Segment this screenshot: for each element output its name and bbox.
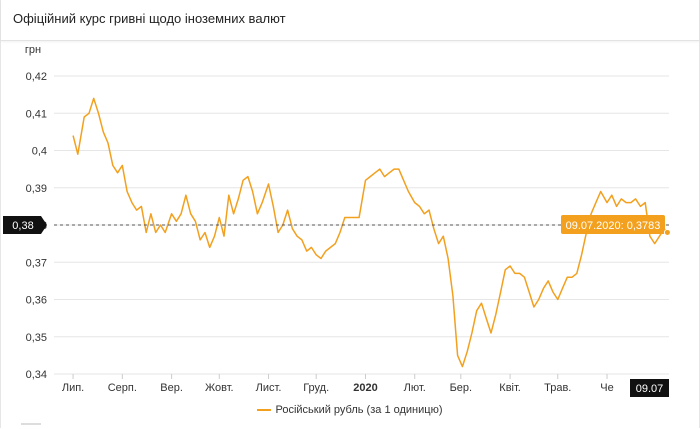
- scroll-stub: [21, 423, 41, 429]
- tooltip-text: 09.07.2020: 0,3783: [566, 220, 661, 232]
- y-tick-label: 0,35: [26, 332, 47, 344]
- x-tick-label: 2020: [353, 382, 377, 394]
- crosshair-y-label-box: [3, 216, 47, 234]
- legend-label: Російський рубль (за 1 одиницю): [275, 404, 443, 416]
- crosshair-y-label: 0,38: [12, 220, 33, 232]
- x-tick-label: Лист.: [256, 382, 282, 394]
- x-tick-label: Лют.: [404, 382, 426, 394]
- y-tick-label: 0,4: [32, 146, 47, 158]
- highlight-point: [663, 228, 671, 236]
- y-tick-label: 0,39: [26, 183, 47, 195]
- x-tick-label: Квіт.: [499, 382, 521, 394]
- crosshair-x-label: 09.07: [636, 383, 664, 395]
- chart-legend[interactable]: Російський рубль (за 1 одиницю): [1, 404, 699, 416]
- x-tick-label: Груд.: [303, 382, 329, 394]
- x-tick-label: Лип.: [62, 382, 84, 394]
- y-tick-label: 0,41: [26, 108, 47, 120]
- y-tick-label: 0,42: [26, 71, 47, 83]
- x-tick-label: Вер.: [160, 382, 183, 394]
- x-tick-label: Трав.: [544, 382, 571, 394]
- x-tick-label: Серп.: [108, 382, 137, 394]
- series-line-rub: [72, 97, 668, 368]
- legend-swatch: [257, 409, 272, 412]
- tooltip-box: [561, 215, 665, 234]
- y-axis-label: грн: [25, 44, 41, 56]
- y-tick-label: 0,36: [26, 295, 47, 307]
- page-title: Офіційний курс гривні щодо іноземних вал…: [13, 11, 286, 26]
- series-layer: [72, 97, 668, 368]
- y-axis: 0,340,350,360,370,380,390,40,410,42: [26, 71, 47, 381]
- y-tick-label: 0,34: [26, 369, 47, 381]
- x-tick-label: Че: [600, 382, 613, 394]
- card-header: Офіційний курс гривні щодо іноземних вал…: [1, 0, 699, 41]
- exchange-rate-chart[interactable]: 0,34 0,35 0,36 0,37 0,38 0,39 0,4 0,41 0,42 Лип.…: [1, 41, 699, 403]
- x-axis: Лип. Серп. Вер. Жовт. Лист. Груд. 2020 Лют. Бер.…: [62, 374, 614, 394]
- x-tick-label: Жовт.: [205, 382, 234, 394]
- crosshair-x-label-box: [630, 379, 669, 397]
- y-tick-label: 0,37: [26, 257, 47, 269]
- highlight-layer: 0,38 09.07.2020: 0,3783 09.07: [3, 215, 671, 397]
- x-tick-label: Бер.: [450, 382, 473, 394]
